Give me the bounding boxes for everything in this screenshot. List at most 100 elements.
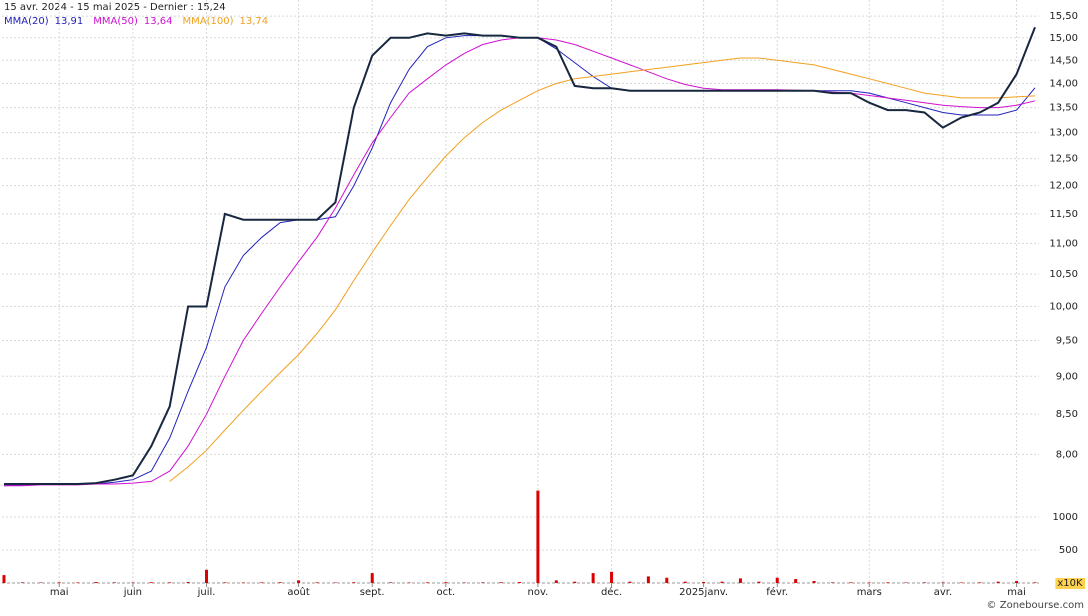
y-tick-label: 15,00 — [1049, 33, 1078, 44]
volume-bar — [775, 577, 779, 583]
volume-bar — [518, 582, 521, 583]
volume-bar — [996, 581, 1000, 583]
y-tick-label: 12,50 — [1049, 154, 1078, 165]
y-tick-label: 11,50 — [1049, 209, 1078, 220]
volume-bar — [536, 490, 540, 583]
volume-bar — [646, 576, 650, 583]
volume-bar — [131, 582, 135, 583]
moving-average-line — [169, 57, 1036, 482]
y-tick-label: 9,00 — [1056, 371, 1078, 382]
y-tick-label: 14,00 — [1049, 79, 1078, 90]
volume-bar — [720, 581, 724, 583]
legend-value: 13,74 — [240, 16, 269, 27]
volume-bar — [352, 582, 356, 583]
volume-bar — [628, 581, 632, 583]
volume-bar — [297, 580, 301, 583]
volume-bar — [425, 582, 429, 583]
x-tick-label: mars — [857, 587, 882, 598]
volume-bar — [941, 582, 945, 583]
volume-bar — [738, 578, 742, 583]
volume-bar — [278, 582, 282, 583]
volume-bar — [315, 582, 319, 583]
volume-bar — [849, 582, 853, 583]
volume-bar — [923, 582, 927, 583]
volume-bar — [370, 573, 374, 583]
y-tick-label: 8,50 — [1056, 409, 1078, 420]
y-tick-label: 10,00 — [1049, 301, 1078, 312]
volume-bar — [112, 582, 116, 583]
volume-bar — [389, 582, 393, 583]
y-tick-label: 8,00 — [1056, 449, 1078, 460]
volume-bar — [904, 582, 908, 583]
y-tick-label: 14,50 — [1049, 55, 1078, 66]
x-tick-label: févr. — [766, 586, 788, 598]
moving-average-line — [4, 37, 1036, 487]
y-tick-label: 11,00 — [1049, 238, 1078, 249]
volume-bar — [20, 582, 24, 583]
legend-label: MMA(100) — [183, 16, 234, 27]
volume-bar — [794, 579, 798, 583]
moving-average-line — [3, 35, 1036, 487]
volume-bar — [149, 582, 153, 583]
x-tick-label: août — [287, 586, 310, 598]
x-tick-label: déc. — [601, 586, 622, 598]
volume-bar — [2, 575, 6, 583]
plot-frame — [2, 0, 1039, 583]
volume-bar — [462, 582, 466, 583]
chart-title: 15 avr. 2024 - 15 mai 2025 - Dernier : 1… — [4, 2, 226, 13]
volume-bar — [610, 571, 614, 583]
volume-bar — [186, 582, 190, 583]
volume-bar — [94, 582, 98, 583]
x-tick-label: avr. — [934, 587, 952, 598]
x-tick-label: nov. — [528, 587, 549, 598]
volume-bar — [481, 582, 485, 583]
x-tick-label: juin — [123, 587, 142, 598]
volume-bar — [76, 582, 80, 583]
volume-bar — [591, 573, 595, 583]
volume-bar — [168, 582, 172, 583]
volume-bar — [959, 582, 963, 583]
volume-bar — [702, 582, 706, 583]
y-tick-label: 13,50 — [1049, 103, 1078, 114]
volume-bar — [1033, 582, 1037, 583]
y-tick-label: 13,00 — [1049, 128, 1078, 139]
volume-unit: x10K — [1057, 578, 1083, 589]
x-tick-label: mai — [50, 587, 69, 598]
y-tick-label: 10,50 — [1049, 269, 1078, 280]
legend-label: MMA(50) — [93, 16, 138, 27]
volume-bar — [57, 582, 61, 583]
x-tick-label: mai — [1007, 587, 1026, 598]
legend-value: 13,91 — [55, 16, 84, 27]
volume-bar — [223, 582, 227, 583]
volume-bar — [886, 582, 890, 583]
volume-bar — [554, 580, 558, 583]
volume-unit-box — [1055, 578, 1086, 589]
x-tick-label: 2025janv. — [679, 587, 728, 598]
y-tick-label: 15,50 — [1049, 11, 1078, 22]
volume-bar — [241, 582, 245, 583]
volume-bar — [407, 582, 411, 583]
y-tick-label: 9,50 — [1056, 335, 1078, 346]
legend-label: MMA(20) — [4, 16, 49, 27]
volume-bar — [812, 581, 816, 583]
volume-bar — [1015, 581, 1019, 583]
volume-bar — [444, 582, 448, 583]
x-tick-label: oct. — [436, 587, 455, 598]
volume-bar — [333, 582, 337, 583]
credit: © Zonebourse.com — [987, 600, 1084, 611]
volume-bar — [867, 582, 871, 583]
legend-value: 13,64 — [144, 16, 173, 27]
volume-bar — [978, 582, 982, 583]
volume-bar — [830, 582, 834, 583]
x-tick-label: juil. — [197, 587, 216, 598]
volume-bar — [665, 577, 669, 583]
y-tick-label: 500 — [1059, 545, 1078, 556]
price-line — [4, 26, 1036, 485]
volume-bar — [205, 569, 209, 583]
volume-bar — [39, 582, 43, 583]
volume-bar — [683, 581, 687, 583]
y-tick-label: 1000 — [1053, 512, 1078, 523]
volume-bar — [260, 582, 264, 583]
y-tick-label: 12,00 — [1049, 181, 1078, 192]
